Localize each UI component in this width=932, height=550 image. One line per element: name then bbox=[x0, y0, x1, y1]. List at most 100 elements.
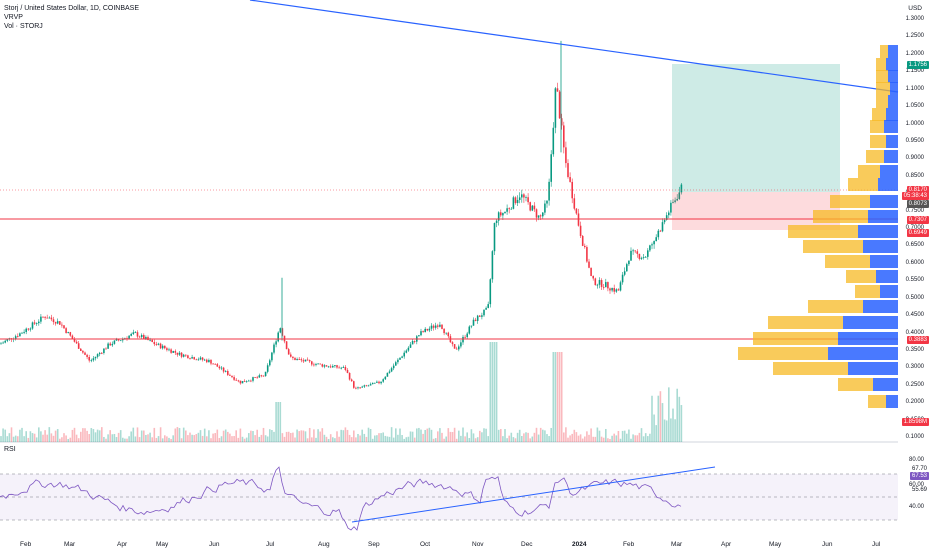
candle-body bbox=[605, 282, 607, 288]
volume-bar bbox=[182, 427, 185, 442]
price-tick-label: 1.0000 bbox=[905, 120, 924, 127]
volume-bar bbox=[134, 436, 137, 442]
volume-bar bbox=[292, 432, 294, 442]
candle-body bbox=[626, 264, 628, 272]
candle-body bbox=[390, 368, 393, 372]
volume-bar bbox=[531, 436, 534, 442]
candle-body bbox=[323, 365, 326, 367]
candle-body bbox=[388, 371, 391, 373]
volume-bar bbox=[504, 429, 506, 442]
volume-bar bbox=[434, 438, 437, 442]
volume-profile-up-row bbox=[886, 395, 898, 408]
volume-bar bbox=[218, 437, 221, 442]
volume-bar bbox=[80, 431, 82, 442]
candle-body bbox=[197, 359, 200, 361]
volume-bar bbox=[138, 437, 141, 442]
drawings[interactable] bbox=[0, 0, 899, 340]
candle-body bbox=[252, 377, 254, 381]
price-tick-label: 1.3000 bbox=[905, 16, 924, 22]
candle-body bbox=[649, 245, 651, 251]
candle-body bbox=[611, 288, 613, 291]
volume-profile-down-row bbox=[838, 378, 873, 391]
time-tick-label: Feb bbox=[20, 541, 32, 548]
candle-body bbox=[48, 317, 51, 319]
volume-bar bbox=[500, 429, 502, 442]
volume-bar bbox=[542, 429, 544, 442]
candle-body bbox=[88, 357, 90, 361]
rsi-pane bbox=[0, 466, 716, 531]
volume-bar bbox=[424, 429, 426, 442]
volume-bar bbox=[86, 430, 88, 442]
candle-body bbox=[531, 205, 534, 211]
volume-bar bbox=[569, 435, 571, 442]
candle-body bbox=[621, 274, 624, 283]
vrvp-indicator-label[interactable]: VRVP bbox=[4, 14, 23, 21]
candle-body bbox=[638, 253, 641, 259]
candle-body bbox=[657, 230, 660, 238]
volume-bar bbox=[405, 437, 408, 442]
volume-bar bbox=[161, 438, 164, 442]
candle-body bbox=[674, 200, 676, 202]
volume-bar bbox=[84, 428, 86, 442]
candle-body bbox=[542, 212, 544, 217]
rsi-badge: 67.53 bbox=[909, 472, 929, 480]
symbol-title[interactable]: Storj / United States Dollar, 1D, COINBA… bbox=[4, 5, 139, 12]
candle-body bbox=[598, 280, 601, 285]
volume-bar bbox=[647, 436, 649, 442]
volume-indicator-label[interactable]: Vol · STORJ bbox=[4, 23, 43, 30]
volume-bar bbox=[628, 429, 630, 442]
volume-profile-down-row bbox=[848, 178, 878, 191]
candle-body bbox=[361, 386, 363, 388]
volume-bar bbox=[390, 427, 393, 442]
volume-bar bbox=[369, 429, 372, 442]
candle-body bbox=[571, 181, 573, 199]
candle-body bbox=[546, 200, 548, 204]
candle-body bbox=[105, 348, 107, 350]
rsi-indicator-label[interactable]: RSI bbox=[4, 446, 16, 453]
candle-body bbox=[355, 387, 357, 389]
candle-body bbox=[6, 339, 9, 341]
volume-bar bbox=[527, 432, 529, 442]
volume-bar bbox=[632, 434, 634, 442]
price-badge: 0.6949 bbox=[906, 229, 929, 237]
candle-body bbox=[567, 163, 569, 178]
candle-body bbox=[594, 278, 597, 286]
volume-profile-down-row bbox=[870, 120, 884, 133]
candle-body bbox=[600, 280, 603, 287]
volume-bar bbox=[14, 435, 17, 442]
volume-bar bbox=[590, 428, 592, 442]
volume-bar bbox=[67, 438, 69, 442]
candle-body bbox=[661, 222, 664, 232]
candle-body bbox=[77, 343, 80, 349]
volume-bar bbox=[600, 436, 603, 442]
volume-bar bbox=[327, 438, 330, 442]
candle-body bbox=[182, 354, 185, 357]
candle-body bbox=[269, 360, 271, 366]
volume-bar bbox=[493, 342, 496, 442]
volume-bar bbox=[220, 436, 223, 442]
candle-body bbox=[443, 328, 445, 334]
volume-bar bbox=[245, 437, 248, 442]
volume-bar bbox=[241, 436, 244, 442]
candle-body bbox=[119, 340, 122, 342]
candle-body bbox=[432, 325, 435, 328]
candle-body bbox=[191, 357, 193, 359]
candle-body bbox=[42, 316, 44, 318]
candle-body bbox=[508, 208, 510, 210]
currency-label[interactable]: USD bbox=[908, 5, 922, 12]
candle-body bbox=[56, 321, 59, 324]
candle-body bbox=[4, 340, 6, 343]
candle-body bbox=[329, 366, 332, 368]
volume-bar bbox=[275, 402, 277, 442]
volume-bar bbox=[508, 435, 510, 442]
candle-body bbox=[430, 325, 433, 329]
volume-bar bbox=[344, 427, 347, 442]
candle-body bbox=[159, 343, 162, 349]
candle-body bbox=[155, 344, 158, 345]
candle-body bbox=[224, 371, 227, 372]
candle-body bbox=[65, 328, 67, 334]
time-tick-label: May bbox=[769, 541, 782, 548]
candle-body bbox=[296, 358, 298, 361]
volume-profile-up-row bbox=[890, 82, 898, 95]
